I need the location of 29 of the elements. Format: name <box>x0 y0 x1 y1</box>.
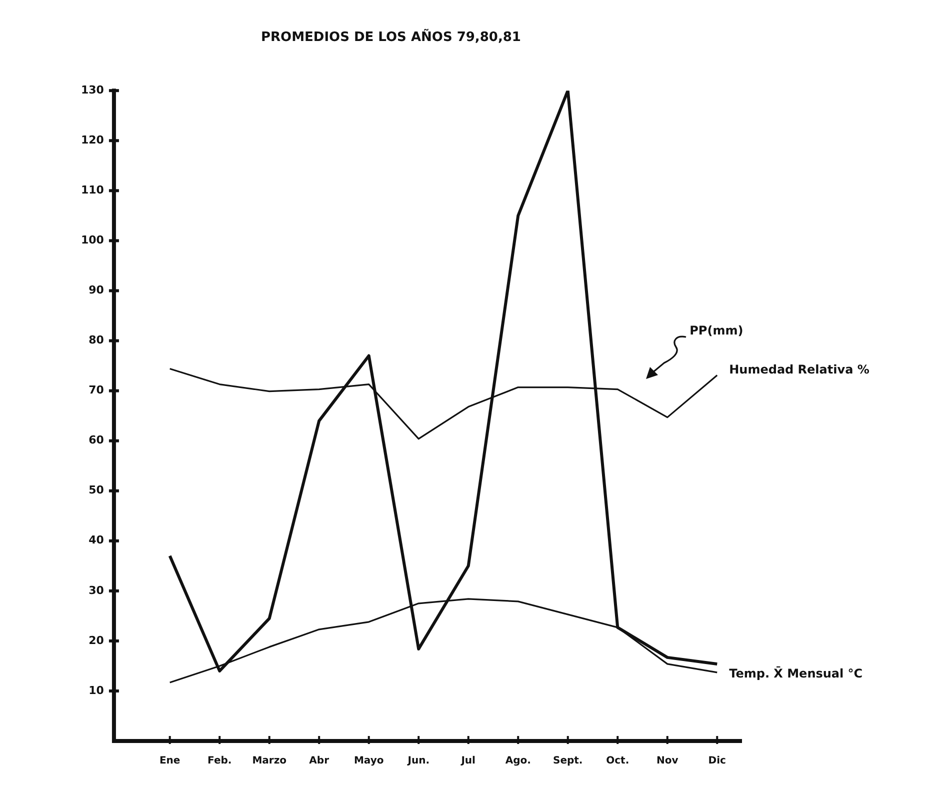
y-tick-label: 30 <box>88 584 104 597</box>
y-tick-label: 90 <box>88 284 104 297</box>
y-tick-label: 20 <box>88 634 104 647</box>
annotation: PP(mm) <box>690 323 744 338</box>
x-tick-label: Sept. <box>552 756 583 767</box>
y-tick-label: 40 <box>88 534 104 547</box>
x-tick-label: Jul <box>460 756 476 767</box>
series-label: Temp. X̄ Mensual °C <box>729 665 863 681</box>
x-tick-label: Abr <box>309 756 330 767</box>
y-tick-label: 110 <box>80 184 104 197</box>
x-tick-label: Nov <box>656 756 679 767</box>
chart-title: PROMEDIOS DE LOS AÑOS 79,80,81 <box>261 28 521 46</box>
y-tick-label: 120 <box>80 133 104 146</box>
x-tick-label: Dic <box>708 756 726 767</box>
y-tick-label: 10 <box>88 684 104 697</box>
x-tick-label: Feb. <box>208 756 232 767</box>
x-tick-label: Mayo <box>354 756 384 767</box>
x-tick-label: Ago. <box>505 756 531 767</box>
x-tick-label: Ene <box>159 756 180 767</box>
x-tick-label: Marzo <box>252 756 287 767</box>
y-tick-label: 70 <box>88 384 104 397</box>
series-label: Humedad Relativa % <box>729 362 870 376</box>
y-tick-label: 130 <box>80 83 104 96</box>
y-tick-label: 50 <box>88 484 104 497</box>
y-tick-label: 60 <box>88 434 104 447</box>
x-tick-label: Oct. <box>606 756 630 767</box>
y-tick-label: 100 <box>80 234 104 247</box>
x-tick-label: Jun. <box>406 756 430 767</box>
y-tick-label: 80 <box>88 334 104 347</box>
